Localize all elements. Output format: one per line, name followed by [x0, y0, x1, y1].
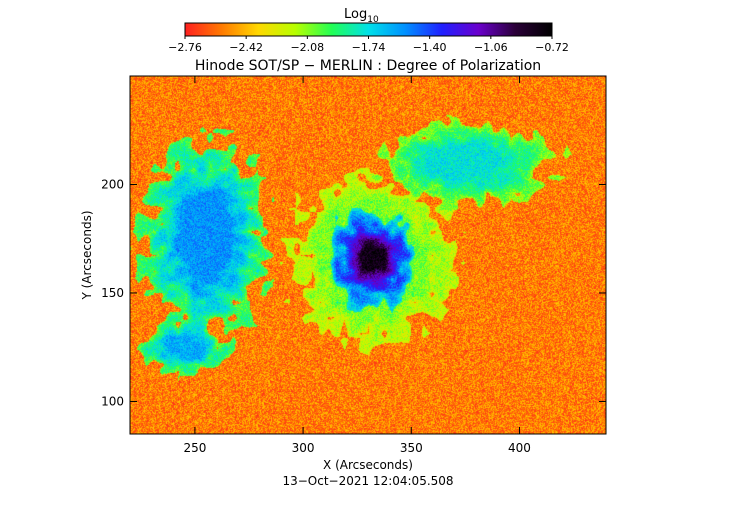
colorbar-ticks: −2.76 −2.42 −2.08 −1.74 −1.40 −1.06 −0.72	[168, 36, 569, 54]
x-axis: 250 300 350 400	[183, 76, 531, 455]
y-tick-label: 100	[101, 394, 124, 408]
plot-frame	[129, 75, 607, 435]
x-axis-label: X (Arcseconds)	[323, 458, 413, 472]
colorbar-tick-label: −1.40	[413, 41, 447, 54]
colorbar-tick-label: −2.76	[168, 41, 202, 54]
x-tick-label: 400	[508, 441, 531, 455]
x-tick-label: 350	[400, 441, 423, 455]
y-axis: 100 150 200	[101, 177, 606, 408]
y-tick-label: 200	[101, 177, 124, 191]
colorbar	[184, 22, 553, 37]
colorbar-tick-label: −2.08	[290, 41, 324, 54]
colorbar-tick-label: −2.42	[229, 41, 263, 54]
y-tick-label: 150	[101, 286, 124, 300]
date-label: 13−Oct−2021 12:04:05.508	[282, 474, 453, 488]
colorbar-label: Log10	[344, 7, 379, 25]
y-axis-label: Y (Arcseconds)	[80, 210, 94, 300]
x-tick-label: 250	[183, 441, 206, 455]
colorbar-tick-label: −1.06	[474, 41, 508, 54]
x-tick-label: 300	[292, 441, 315, 455]
heatmap-canvas	[130, 76, 606, 434]
heatmap-container	[130, 76, 606, 434]
colorbar-tick-label: −0.72	[535, 41, 569, 54]
chart-title: Hinode SOT/SP − MERLIN : Degree of Polar…	[195, 58, 541, 74]
colorbar-tick-label: −1.74	[352, 41, 386, 54]
